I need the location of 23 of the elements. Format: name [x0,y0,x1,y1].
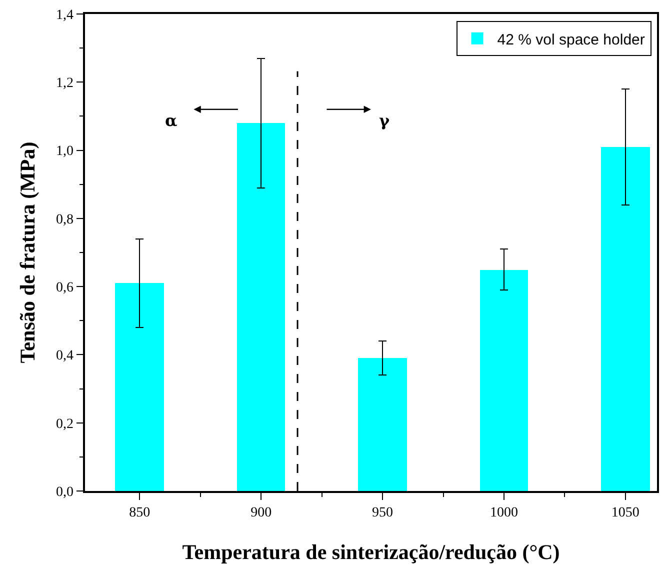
bar [358,358,407,491]
y-tick-label: 0,4 [56,348,74,364]
bar [601,147,650,491]
annotation: α [165,111,178,130]
legend-label: 42 % vol space holder [497,31,645,48]
bar [237,123,285,491]
y-tick-label: 0,0 [56,484,74,500]
bar [115,283,164,491]
x-tick-label: 850 [129,506,150,521]
y-tick-label: 0,6 [56,280,74,296]
x-tick-label: 950 [372,506,394,521]
y-tick-label: 1,4 [56,8,74,23]
y-tick-label: 0,2 [56,416,74,432]
x-tick-label: 900 [250,506,272,521]
x-tick-label: 1000 [490,506,518,521]
x-tick-label: 1050 [611,506,640,521]
y-tick-label: 1,0 [56,144,74,160]
x-axis-title: Temperatura de sinterização/redução (°C) [182,540,560,564]
y-axis-title: Tensão de fratura (MPa) [16,142,40,364]
y-tick-label: 0,8 [56,212,74,228]
y-tick-label: 1,2 [56,76,74,92]
bar [480,270,528,491]
annotation: γ [379,111,390,130]
